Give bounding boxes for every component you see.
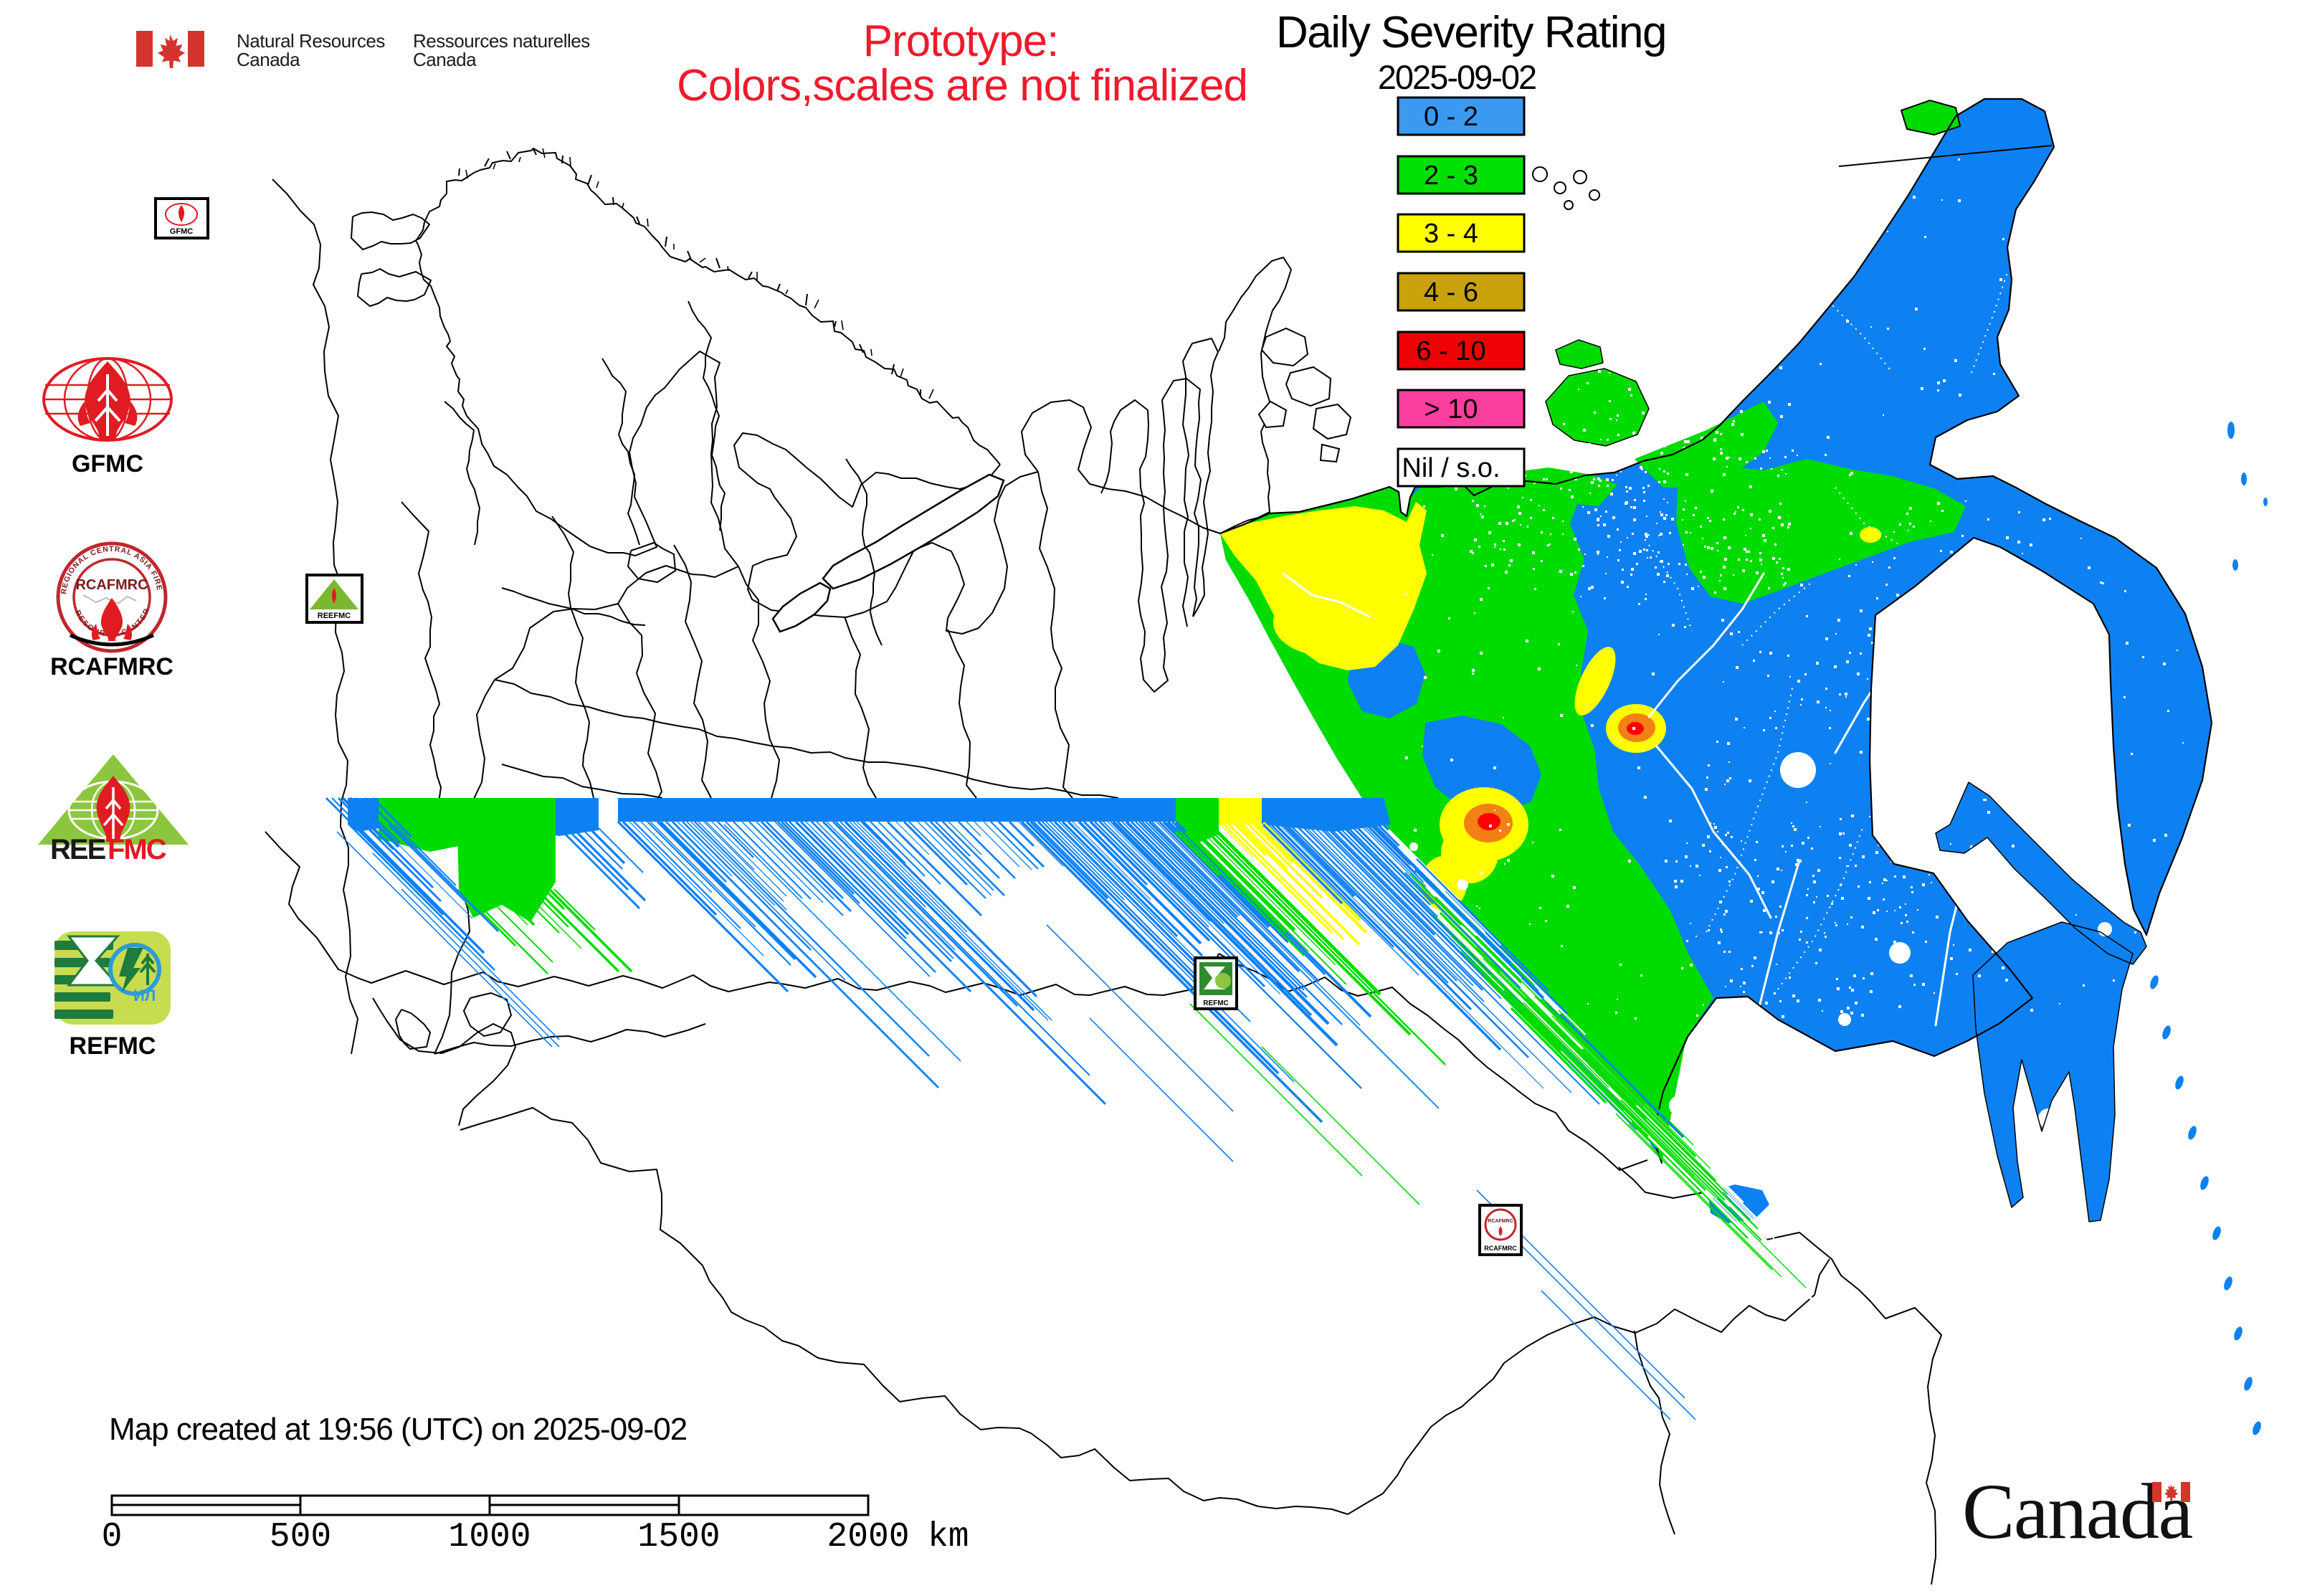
svg-text:RCAFMRC: RCAFMRC bbox=[1484, 1245, 1517, 1252]
svg-text:Canada: Canada bbox=[413, 49, 477, 70]
svg-text:REFMC: REFMC bbox=[1203, 999, 1229, 1007]
svg-text:Daily Severity Rating: Daily Severity Rating bbox=[1276, 8, 1666, 57]
svg-text:RCAFMRC: RCAFMRC bbox=[1488, 1219, 1513, 1224]
svg-text:REFMC: REFMC bbox=[70, 1032, 156, 1060]
svg-text:REEFMC: REEFMC bbox=[318, 612, 351, 620]
svg-text:6 - 10: 6 - 10 bbox=[1416, 336, 1485, 366]
svg-text:Colors,scales are not finalize: Colors,scales are not finalized bbox=[677, 61, 1247, 110]
svg-text:Prototype:: Prototype: bbox=[863, 16, 1059, 66]
svg-text:0: 0 bbox=[102, 1518, 123, 1557]
svg-text:RCAFMRC: RCAFMRC bbox=[50, 653, 173, 680]
svg-text:REE: REE bbox=[50, 834, 106, 865]
svg-text:RCAFMRC: RCAFMRC bbox=[75, 577, 148, 593]
svg-text:3 - 4: 3 - 4 bbox=[1424, 219, 1478, 249]
svg-text:0 - 2: 0 - 2 bbox=[1424, 102, 1478, 132]
svg-text:500: 500 bbox=[270, 1518, 331, 1557]
svg-text:Map created at 19:56 (UTC) on: Map created at 19:56 (UTC) on 2025-09-02 bbox=[109, 1412, 687, 1447]
svg-text:> 10: > 10 bbox=[1424, 394, 1478, 424]
svg-text:GFMC: GFMC bbox=[72, 450, 143, 478]
svg-text:Ressources naturelles: Ressources naturelles bbox=[413, 30, 590, 52]
svg-text:Natural Resources: Natural Resources bbox=[237, 30, 385, 52]
svg-text:ИЛ: ИЛ bbox=[133, 987, 156, 1004]
svg-text:2000: 2000 bbox=[827, 1518, 909, 1557]
svg-text:2 - 3: 2 - 3 bbox=[1424, 161, 1478, 191]
svg-text:Canada: Canada bbox=[1962, 1468, 2193, 1555]
svg-text:FMC: FMC bbox=[108, 834, 166, 865]
svg-text:1500: 1500 bbox=[637, 1518, 720, 1557]
svg-text:2025-09-02: 2025-09-02 bbox=[1378, 58, 1536, 96]
svg-text:GFMC: GFMC bbox=[170, 227, 193, 236]
svg-text:1000: 1000 bbox=[448, 1518, 531, 1557]
svg-text:Nil / s.o.: Nil / s.o. bbox=[1402, 453, 1500, 483]
svg-text:km: km bbox=[928, 1518, 969, 1557]
svg-text:4 - 6: 4 - 6 bbox=[1424, 277, 1478, 308]
svg-text:Canada: Canada bbox=[237, 49, 300, 70]
